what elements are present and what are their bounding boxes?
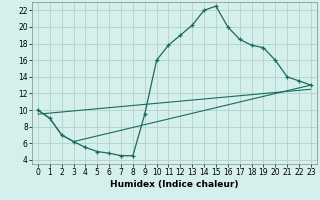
X-axis label: Humidex (Indice chaleur): Humidex (Indice chaleur) xyxy=(110,180,239,189)
